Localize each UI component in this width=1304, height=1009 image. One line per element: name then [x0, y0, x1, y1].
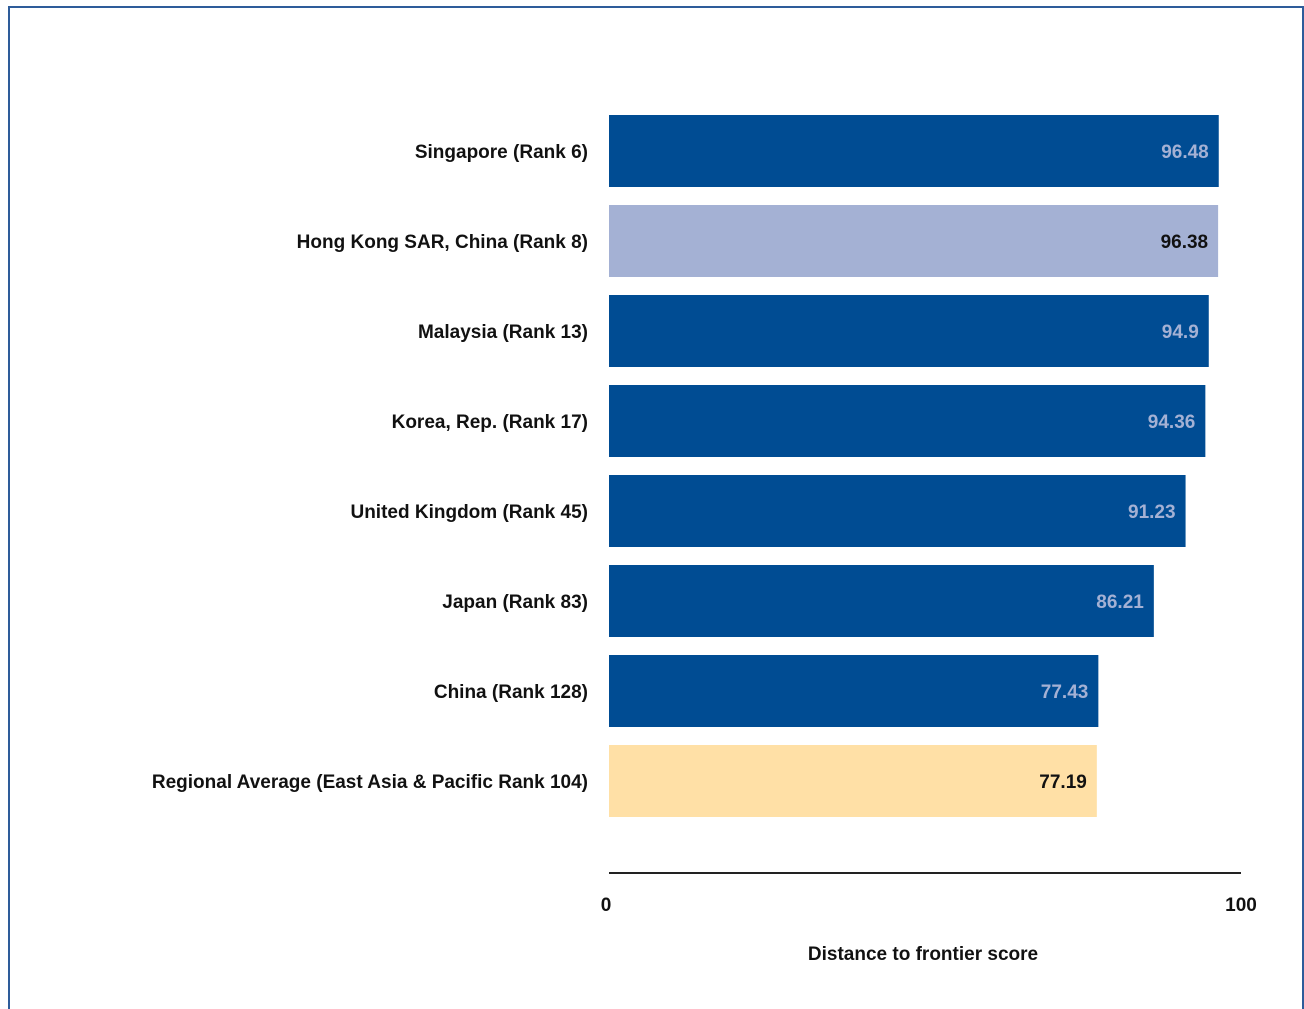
bars-layer [609, 115, 1219, 817]
x-axis-title: Distance to frontier score [808, 944, 1038, 965]
category-labels: Singapore (Rank 6) Hong Kong SAR, China (… [152, 142, 588, 793]
bar-3 [609, 385, 1206, 457]
data-label-6: 77.43 [1041, 682, 1089, 703]
bar-2 [609, 295, 1209, 367]
data-label-0: 96.48 [1161, 142, 1209, 163]
category-label-4: United Kingdom (Rank 45) [350, 502, 588, 523]
bar-1 [609, 205, 1219, 277]
category-label-7: Regional Average (East Asia & Pacific Ra… [152, 772, 588, 793]
x-tick-label-max: 100 [1225, 895, 1257, 916]
bar-5 [609, 565, 1154, 637]
category-label-3: Korea, Rep. (Rank 17) [392, 412, 588, 433]
category-label-0: Singapore (Rank 6) [415, 142, 588, 163]
data-label-4: 91.23 [1128, 502, 1176, 523]
value-labels: 96.48 96.38 94.9 94.36 91.23 86.21 77.43 77.19 [1039, 142, 1208, 793]
bar-6 [609, 655, 1099, 727]
category-label-5: Japan (Rank 83) [442, 592, 588, 613]
data-label-5: 86.21 [1096, 592, 1144, 613]
bar-0 [609, 115, 1219, 187]
data-label-3: 94.36 [1148, 412, 1196, 433]
data-label-1: 96.38 [1161, 232, 1209, 253]
category-label-1: Hong Kong SAR, China (Rank 8) [297, 232, 588, 253]
data-label-7: 77.19 [1039, 772, 1087, 793]
bar-7 [609, 745, 1097, 817]
bar-4 [609, 475, 1186, 547]
data-label-2: 94.9 [1162, 322, 1199, 343]
category-label-6: China (Rank 128) [434, 682, 588, 703]
chart-frame [8, 6, 1304, 1009]
category-label-2: Malaysia (Rank 13) [418, 322, 588, 343]
x-tick-label-min: 0 [601, 895, 612, 916]
